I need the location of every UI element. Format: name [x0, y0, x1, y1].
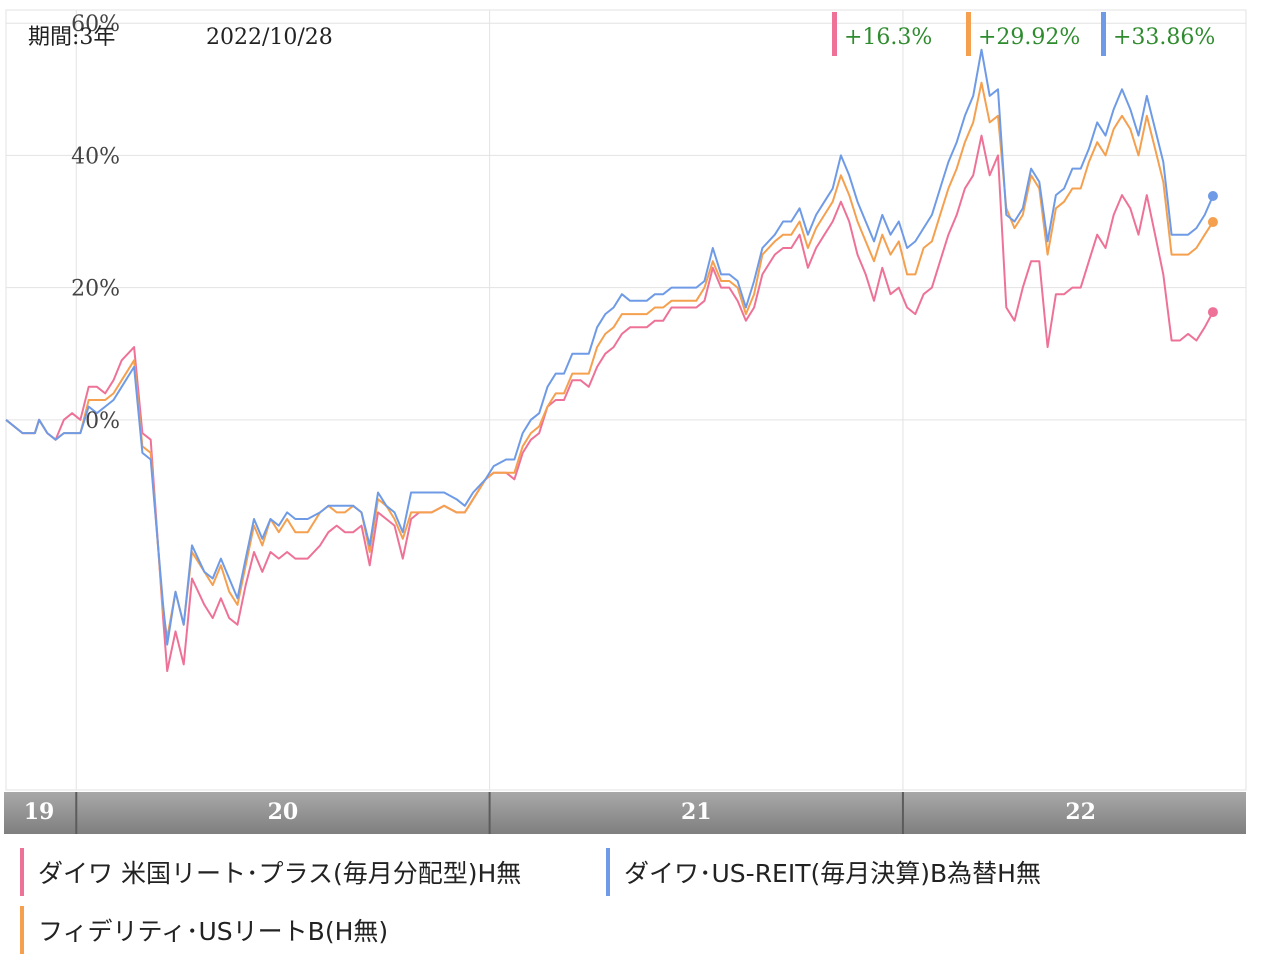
- legend-swatch-orange: [20, 906, 24, 954]
- y-tick-label: 60%: [71, 12, 120, 37]
- plot-frame: [5, 9, 1247, 791]
- x-axis-band-rect: [4, 792, 1246, 834]
- chart: 19 20 21 22 60% 40% 20% 0% 期間:3年 2022/10/28 +1…: [0, 0, 1263, 836]
- chart-svg: 19 20 21 22 60% 40% 20% 0% 期間:3年 2022/10/28 +1…: [0, 0, 1263, 836]
- x-tick-label: 21: [681, 799, 712, 825]
- x-axis-band: 19 20 21 22: [4, 792, 1246, 834]
- legend-swatch-blue: [606, 848, 610, 896]
- x-tick-label: 20: [268, 799, 299, 825]
- series-line-0: [5, 134, 1214, 672]
- legend-item-pink: ダイワ 米国リート･プラス(毎月分配型)H無: [20, 846, 521, 898]
- legend-swatch-pink: [20, 848, 24, 896]
- y-tick-label: 0%: [85, 409, 120, 434]
- return-label-2: +33.86%: [1113, 25, 1215, 50]
- legend-label-pink: ダイワ 米国リート･プラス(毎月分配型)H無: [38, 859, 522, 888]
- legend-label-blue: ダイワ･US-REIT(毎月決算)B為替H無: [624, 859, 1041, 888]
- return-swatch-1: [966, 12, 971, 56]
- series-lines: [5, 48, 1214, 672]
- series-end-marker-2: [1207, 191, 1218, 202]
- legend-label-orange: フィデリティ･USリートB(H無): [38, 917, 389, 946]
- grid: [5, 9, 1247, 791]
- period-label: 期間:3年: [28, 25, 115, 50]
- series-line-1: [5, 81, 1214, 639]
- date-label: 2022/10/28: [206, 25, 333, 50]
- y-tick-labels: 60% 40% 20% 0%: [71, 12, 120, 434]
- y-tick-label: 40%: [71, 144, 120, 169]
- series-end-marker-0: [1207, 307, 1218, 318]
- x-tick-label: 22: [1065, 799, 1096, 825]
- legend-item-blue: ダイワ･US-REIT(毎月決算)B為替H無: [606, 846, 1041, 898]
- return-label-0: +16.3%: [844, 25, 932, 50]
- legend: ダイワ 米国リート･プラス(毎月分配型)H無 ダイワ･US-REIT(毎月決算)…: [0, 836, 1263, 960]
- x-tick-label: 19: [24, 799, 55, 825]
- return-labels: +16.3% +29.92% +33.86%: [832, 12, 1215, 56]
- return-swatch-0: [832, 12, 837, 56]
- series-end-marker-1: [1207, 217, 1218, 228]
- y-tick-label: 20%: [71, 277, 120, 302]
- chart-background: [0, 0, 1263, 836]
- return-label-1: +29.92%: [978, 25, 1080, 50]
- series-line-2: [5, 48, 1214, 646]
- return-swatch-2: [1101, 12, 1106, 56]
- chart-header: 期間:3年 2022/10/28: [28, 25, 333, 50]
- legend-item-orange: フィデリティ･USリートB(H無): [20, 904, 388, 956]
- end-markers: [1207, 191, 1218, 318]
